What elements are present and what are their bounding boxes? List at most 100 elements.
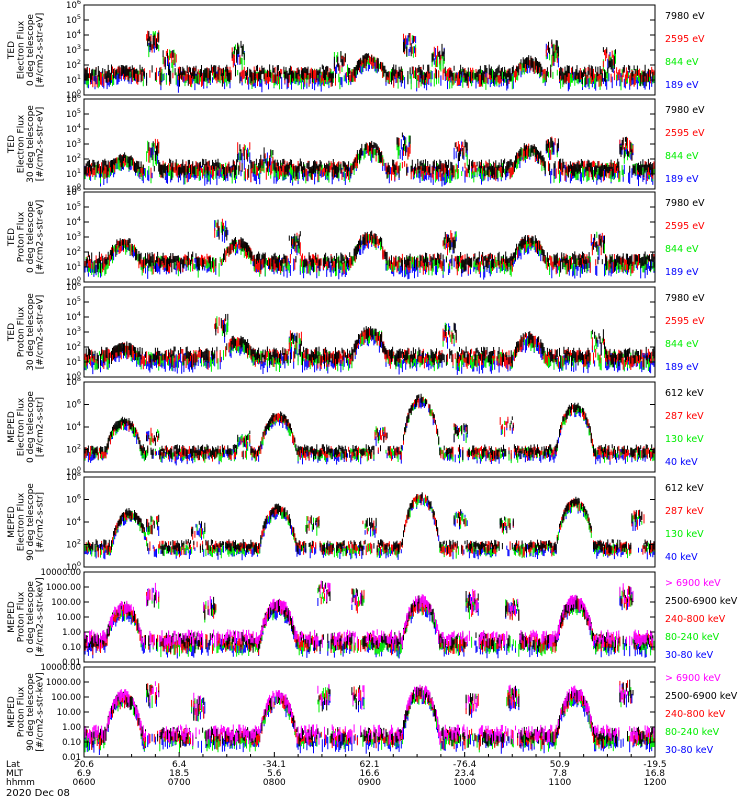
data-points — [84, 580, 655, 659]
series-1-marks — [84, 31, 654, 87]
y-tick-label: 1000.00 — [46, 583, 81, 593]
y-tick-label: 101 — [66, 167, 81, 180]
y-tick-label: 10000.00 — [40, 568, 81, 578]
x-tick-mlt: 5.6 — [267, 769, 282, 779]
legend-entry: 844 eV — [665, 151, 699, 162]
legend-entry: 30-80 keV — [665, 745, 714, 756]
legend-entry: 189 eV — [665, 174, 699, 185]
y-axis-label-line: MEPED — [7, 696, 17, 728]
x-tick-lat: 20.6 — [74, 760, 94, 770]
y-tick-label: 10.00 — [57, 708, 81, 718]
legend-entry: 30-80 keV — [665, 650, 714, 661]
legend-entry: 240-800 keV — [665, 614, 726, 625]
series-1 — [84, 313, 655, 369]
series-1 — [84, 31, 654, 87]
y-tick-label: 104 — [66, 28, 81, 41]
y-axis-label-line: 30 deg telescope — [26, 293, 36, 371]
y-tick-label: 106 — [66, 398, 81, 411]
y-tick-label: 102 — [66, 443, 81, 456]
date-label: 2020 Dec 08 — [6, 788, 70, 799]
legend-entry: 80-240 keV — [665, 727, 720, 738]
panel-8: 0.01 0.10 1.00 10.00 100.00 1000.00 10000.00 ME… — [7, 663, 738, 763]
legend-entry: 2595 eV — [665, 128, 705, 139]
y-axis-label-line: 0 deg telescope — [26, 14, 36, 86]
data-points — [84, 313, 655, 375]
y-tick-label: 106 — [66, 0, 81, 11]
y-tick-label: 105 — [66, 13, 81, 26]
y-tick-label: 1.00 — [62, 723, 81, 733]
y-tick-label: 0.10 — [62, 738, 81, 748]
x-row-label: Lat — [6, 760, 21, 770]
data-points — [84, 132, 655, 187]
legend-entry: 844 eV — [665, 57, 699, 68]
legend-entry: 7980 eV — [665, 11, 705, 22]
series-2 — [85, 30, 655, 89]
y-tick-label: 104 — [66, 420, 81, 433]
y-axis-label-line: TED — [7, 41, 17, 60]
y-tick-label: 104 — [66, 122, 81, 135]
y-axis-label-line: TED — [7, 135, 17, 154]
series-1-marks — [84, 313, 655, 369]
x-tick-hhmm: 0800 — [263, 778, 286, 788]
x-tick-mlt: 6.9 — [77, 769, 92, 779]
legend-entry: 40 keV — [665, 552, 698, 563]
data-points — [84, 679, 655, 755]
y-tick-label: 10.00 — [57, 613, 81, 623]
legend-entry: 612 keV — [665, 388, 704, 399]
y-axis-label-line: 90 deg telescope — [26, 483, 36, 561]
legend-entry: 7980 eV — [665, 105, 705, 116]
y-axis-label-line: [#/cm2-s-str] — [36, 492, 46, 552]
legend-entry: 287 keV — [665, 506, 704, 517]
y-tick-label: 103 — [66, 230, 81, 243]
legend-entry: 844 eV — [665, 339, 699, 350]
y-tick-label: 104 — [66, 515, 81, 528]
series-1 — [84, 132, 654, 180]
legend-entry: 240-800 keV — [665, 709, 726, 720]
series-1-marks — [84, 132, 654, 180]
y-axis-label-line: MEPED — [7, 601, 17, 633]
y-axis-label-line: Proton Flux — [17, 211, 27, 262]
x-tick-lat: 50.9 — [550, 760, 570, 770]
y-axis-label-line: [#/cm2-s-str-eV] — [36, 13, 46, 88]
series-1-marks — [84, 681, 655, 747]
y-axis-label-line: [#/cm2-s-str] — [36, 397, 46, 457]
legend-entry: 80-240 keV — [665, 632, 720, 643]
legend-entry: 130 keV — [665, 529, 704, 540]
data-points — [84, 218, 655, 280]
x-tick-hhmm: 1000 — [453, 778, 476, 788]
x-tick-hhmm: 1200 — [644, 778, 667, 788]
series-1-marks — [85, 492, 655, 556]
legend-entry: 2595 eV — [665, 34, 705, 45]
data-points — [84, 393, 655, 466]
x-tick-mlt: 18.5 — [169, 769, 189, 779]
x-tick-hhmm: 1100 — [548, 778, 571, 788]
y-tick-label: 105 — [66, 295, 81, 308]
y-tick-label: 102 — [66, 340, 81, 353]
y-tick-label: 104 — [66, 215, 81, 228]
series-1-marks — [84, 393, 655, 461]
series-2-marks — [85, 30, 655, 89]
series-1 — [84, 681, 655, 747]
y-axis-label-line: 0 deg telescope — [26, 201, 36, 273]
x-tick-mlt: 7.8 — [553, 769, 568, 779]
series-1-marks — [84, 219, 655, 274]
y-tick-label: 105 — [66, 107, 81, 120]
series-1 — [84, 219, 655, 274]
x-row-label: MLT — [6, 769, 24, 779]
y-tick-label: 1.00 — [62, 628, 81, 638]
y-axis-label-line: MEPED — [7, 411, 17, 443]
y-tick-label: 106 — [66, 493, 81, 506]
x-tick-lat: 62.1 — [359, 760, 379, 770]
data-points — [84, 30, 655, 93]
legend-entry: 287 keV — [665, 411, 704, 422]
y-tick-label: 0.10 — [62, 643, 81, 653]
legend-entry: 7980 eV — [665, 198, 705, 209]
y-axis-label-line: [#/cm2-s-str-keV] — [36, 672, 46, 751]
x-row-label: hhmm — [6, 778, 35, 788]
y-tick-label: 0.01 — [62, 753, 81, 763]
data-points — [84, 492, 655, 561]
